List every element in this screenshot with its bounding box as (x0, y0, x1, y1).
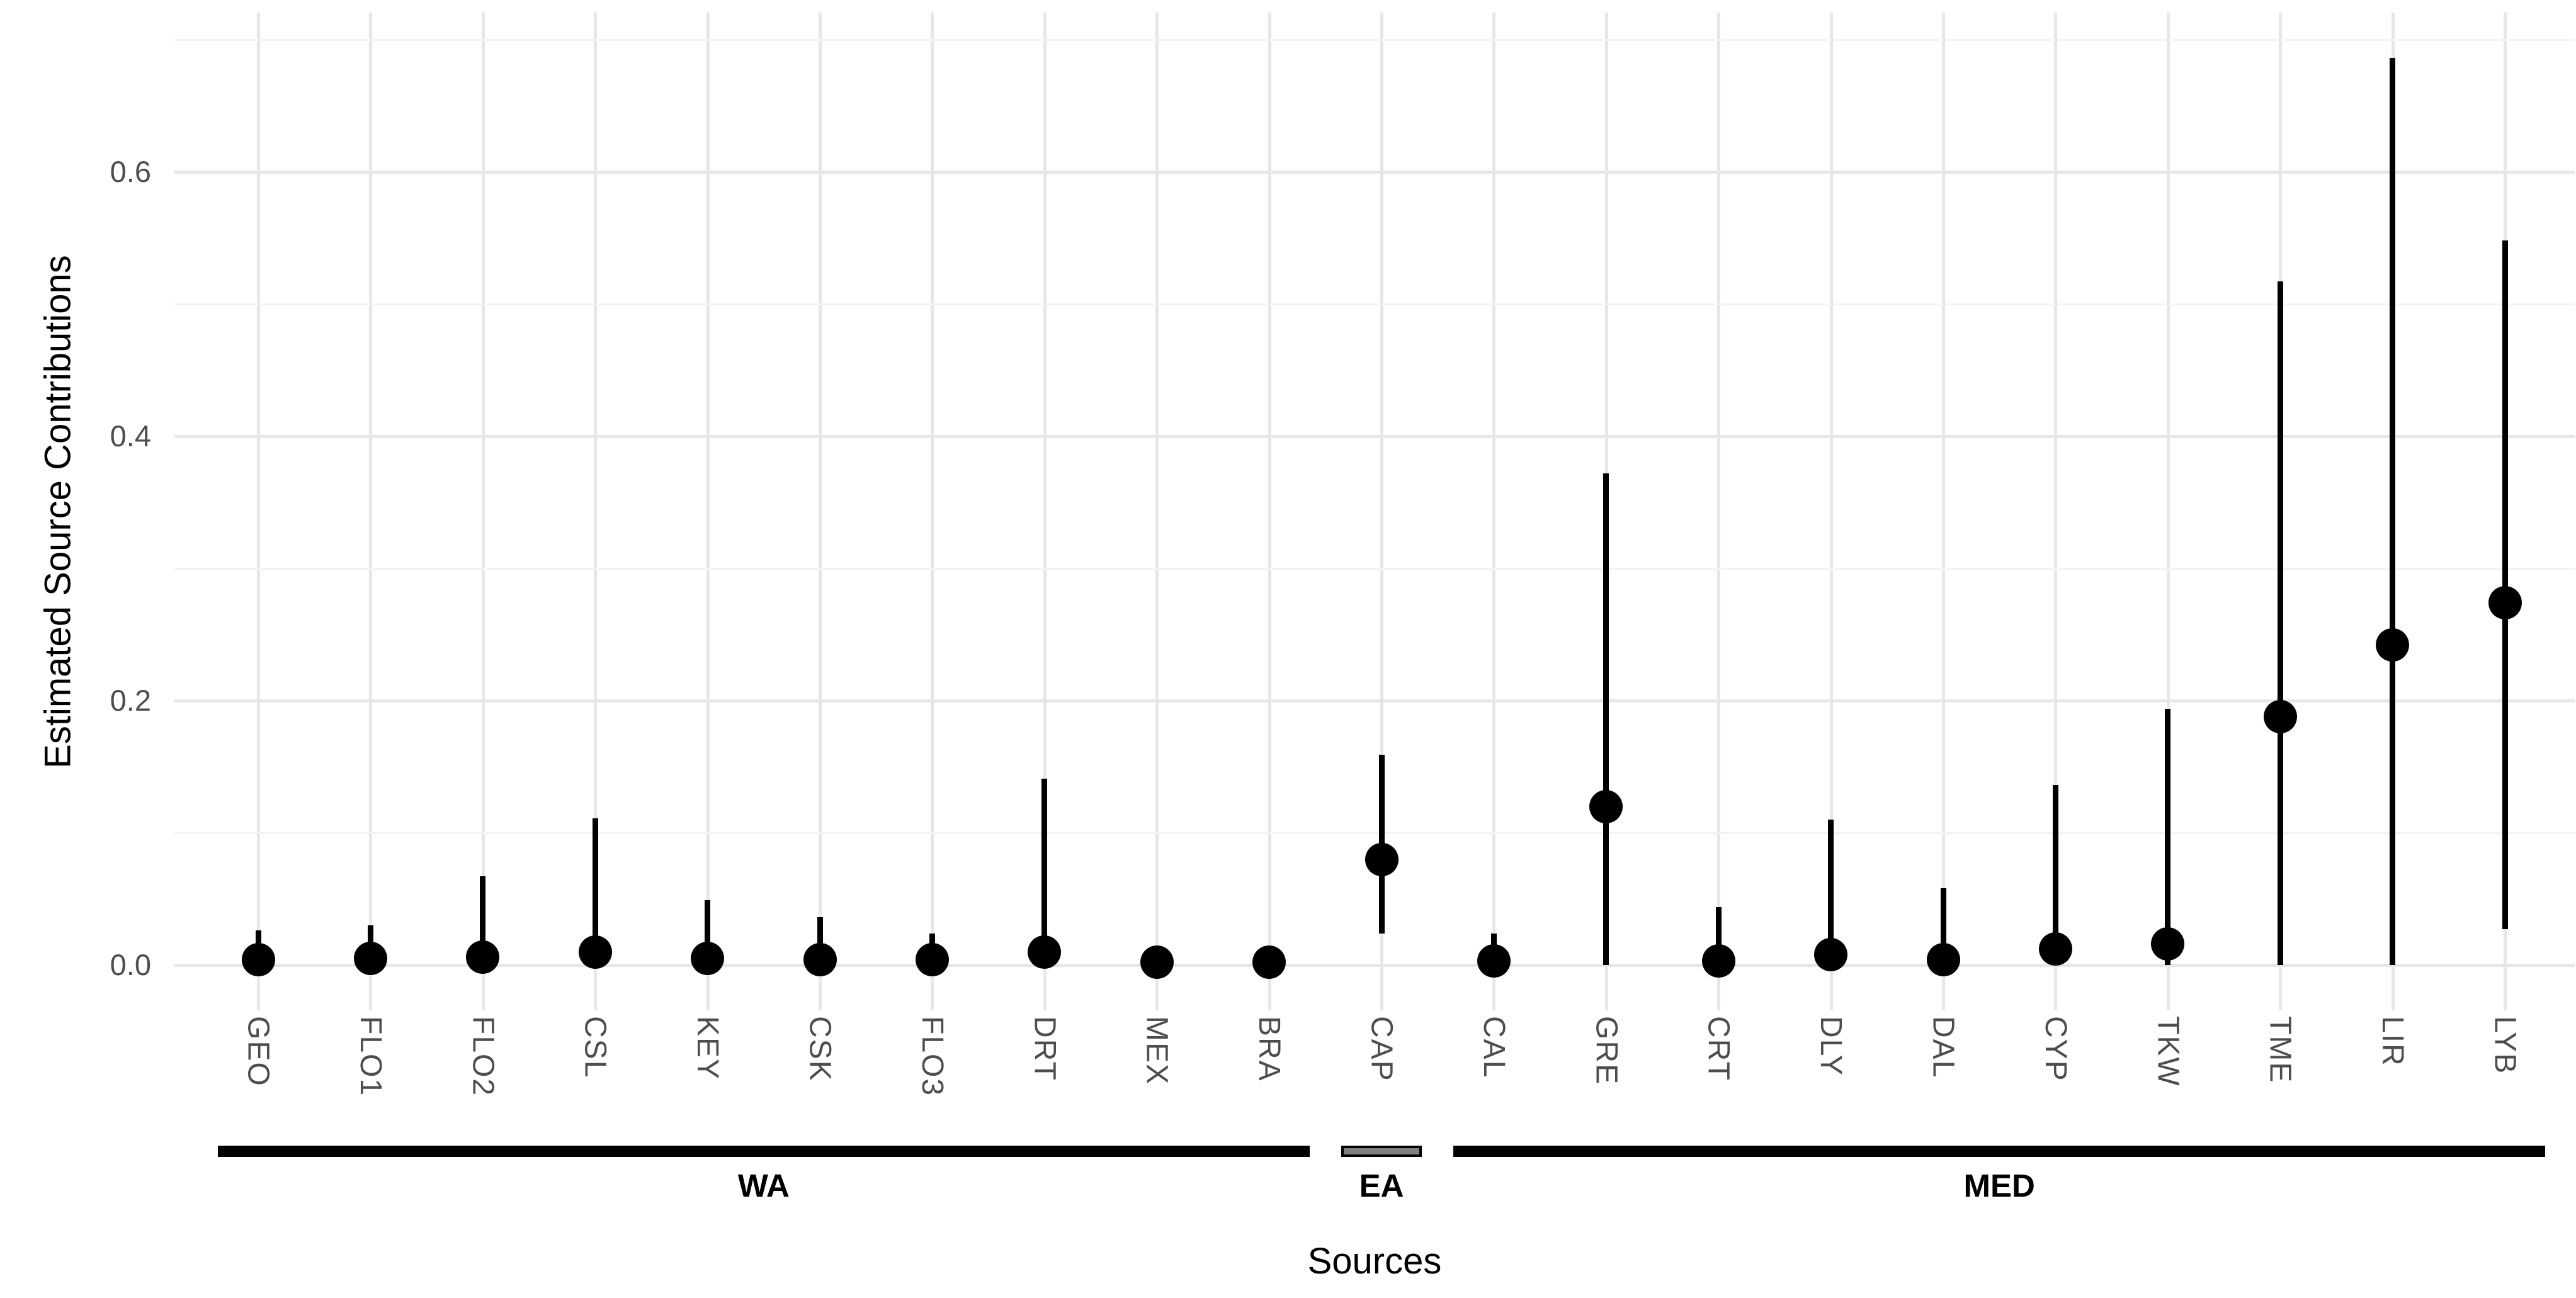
grid-vline (1155, 13, 1159, 1010)
grid-hline-major (174, 699, 2575, 703)
y-tick-label: 0.0 (110, 948, 151, 981)
point-dot (1814, 937, 1848, 971)
grid-vline (257, 13, 260, 1010)
grid-vline (1829, 13, 1833, 1010)
x-tick-label: CRT (1701, 1016, 1735, 1081)
x-tick-label: LIR (2376, 1016, 2410, 1067)
point-dot (2263, 699, 2297, 733)
grid-hline-major (174, 171, 2575, 174)
error-bar (2390, 58, 2396, 965)
error-bar (2165, 708, 2171, 965)
x-tick-label: FLO1 (353, 1016, 387, 1097)
point-dot (466, 940, 500, 974)
point-dot (241, 943, 275, 977)
y-tick-label: 0.6 (110, 155, 151, 188)
x-tick-label: CSK (803, 1016, 837, 1082)
point-dot (1701, 944, 1735, 978)
point-dot (2151, 927, 2185, 961)
grid-hline-minor (174, 303, 2575, 305)
point-dot (915, 943, 949, 977)
x-tick-label: CSL (578, 1016, 612, 1079)
grid-vline (1942, 13, 1945, 1010)
grid-vline (481, 13, 485, 1010)
error-bar (2502, 240, 2508, 930)
grid-vline (1268, 13, 1271, 1010)
x-tick-label: LYB (2488, 1016, 2522, 1075)
grid-vline (1380, 13, 1383, 1010)
point-dot (1252, 945, 1286, 979)
group-label: MED (1963, 1168, 2035, 1204)
grid-vline (1492, 13, 1496, 1010)
group-label: EA (1359, 1168, 1404, 1204)
error-bar (1041, 778, 1048, 965)
error-bar (1828, 820, 1834, 965)
grid-vline (931, 13, 934, 1010)
point-dot (2376, 628, 2410, 662)
grid-hline-major (174, 964, 2575, 967)
x-tick-label: GEO (241, 1016, 275, 1087)
x-tick-label: GRE (1589, 1016, 1623, 1086)
x-tick-label: CAL (1477, 1016, 1511, 1079)
error-bar (817, 917, 823, 965)
x-tick-label: BRA (1252, 1016, 1286, 1082)
point-dot (1140, 945, 1174, 979)
point-dot (1477, 944, 1511, 978)
error-bar (2277, 281, 2283, 965)
grid-vline (1043, 13, 1047, 1010)
x-axis-title: Sources (1307, 1241, 1442, 1282)
x-tick-label: CAP (1365, 1016, 1399, 1082)
group-label: WA (737, 1168, 790, 1204)
point-dot (2038, 932, 2072, 966)
grid-hline-minor (174, 568, 2575, 570)
x-tick-label: KEY (691, 1016, 725, 1081)
error-bar (705, 900, 711, 965)
grid-hline-minor (174, 39, 2575, 41)
grid-vline (2166, 13, 2170, 1010)
x-tick-label: FLO3 (915, 1016, 949, 1097)
point-dot (1589, 789, 1623, 823)
grid-hline-major (174, 435, 2575, 438)
grid-vline (2054, 13, 2058, 1010)
point-dot (1926, 943, 1960, 977)
point-dot (2488, 586, 2522, 620)
point-dot (691, 942, 725, 975)
error-bar (1715, 906, 1722, 965)
x-tick-label: MEX (1140, 1016, 1174, 1086)
group-bracket (218, 1146, 1310, 1157)
group-bracket (1341, 1146, 1422, 1157)
grid-vline (369, 13, 373, 1010)
error-bar (1940, 888, 1946, 965)
x-tick-label: TME (2263, 1016, 2297, 1084)
error-bar (592, 818, 598, 965)
error-bar (2052, 785, 2058, 965)
x-tick-label: DRT (1028, 1016, 1062, 1081)
point-dot (1365, 842, 1399, 876)
point-dot (1028, 935, 1062, 969)
point-dot (353, 942, 387, 975)
grid-vline (1717, 13, 1721, 1010)
point-dot (803, 943, 837, 977)
grid-hline-minor (174, 832, 2575, 834)
grid-vline (594, 13, 598, 1010)
error-bar (1603, 473, 1609, 965)
x-tick-label: FLO2 (466, 1016, 500, 1097)
error-bar (480, 876, 486, 965)
x-tick-label: CYP (2038, 1016, 2072, 1082)
group-bracket (1453, 1146, 2545, 1157)
x-tick-label: DLY (1814, 1016, 1848, 1076)
grid-vline (706, 13, 710, 1010)
y-axis-title: Estimated Source Contributions (37, 254, 79, 769)
x-tick-label: TKW (2151, 1016, 2185, 1087)
y-tick-label: 0.2 (110, 684, 151, 717)
y-tick-label: 0.4 (110, 419, 151, 453)
point-dot (578, 935, 612, 969)
x-tick-label: DAL (1926, 1016, 1960, 1079)
grid-vline (819, 13, 822, 1010)
